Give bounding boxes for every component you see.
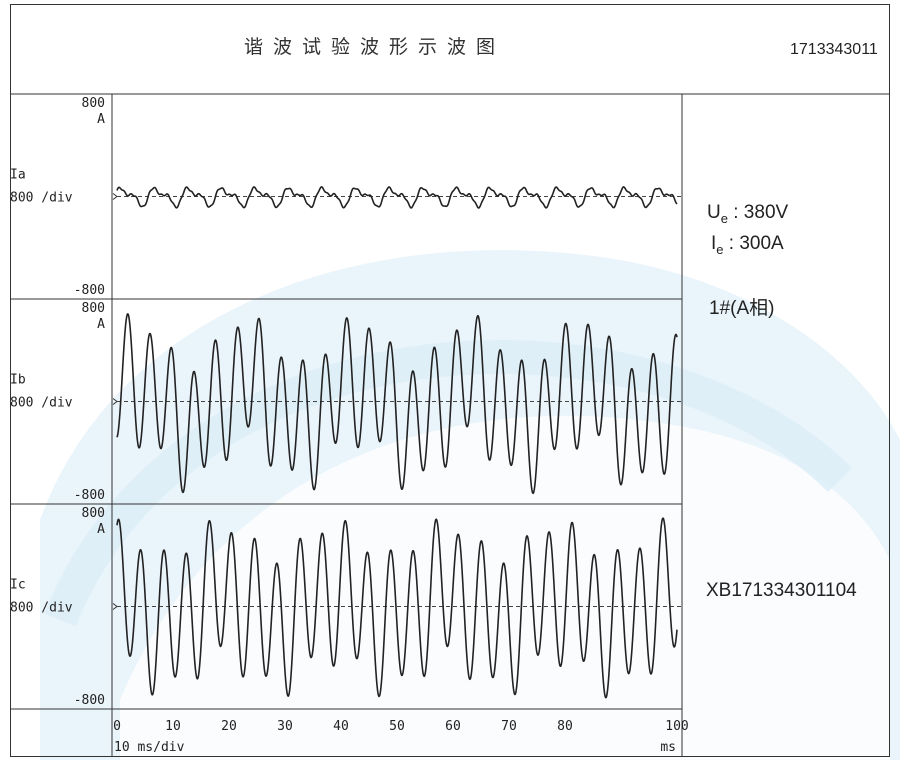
ia-y-bottom-label: -800: [74, 283, 105, 298]
ia-y-top-label: 800: [82, 96, 105, 111]
page-title: 谐波试验波形示波图: [244, 36, 506, 58]
x-tick-label-40: 40: [333, 719, 349, 734]
x-tick-label-10: 10: [165, 719, 181, 734]
ue-symbol: U: [707, 202, 721, 223]
report-number: 1713343011: [790, 41, 878, 58]
ia-channel-name: Ia: [10, 168, 26, 183]
ib-y-top-label: 800: [82, 301, 105, 316]
x-tick-label-80: 80: [557, 719, 573, 734]
ic-channel-name: Ic: [10, 578, 26, 593]
x-tick-label-70: 70: [501, 719, 517, 734]
x-tick-label-60: 60: [445, 719, 461, 734]
ue-value: : 380V: [727, 202, 789, 223]
rated-current: Ie : 300A: [711, 233, 784, 257]
ib-waveform: [116, 313, 678, 495]
ia-waveform: [116, 186, 678, 209]
x-tick-label-20: 20: [221, 719, 237, 734]
oscillogram-sheet: [10, 4, 890, 757]
ib-channel-name: Ib: [10, 373, 26, 388]
ie-subscript: e: [716, 241, 724, 257]
ue-subscript: e: [720, 210, 728, 226]
ic-waveform: [116, 517, 678, 699]
phase-label: 1#(A相): [709, 298, 775, 319]
ic-zero-marker: [112, 603, 118, 610]
ie-symbol: I: [711, 233, 717, 254]
x-tick-label-0: 0: [113, 719, 121, 734]
serial-number: XB171334301104: [706, 580, 857, 601]
ib-scale-label: 800 /div: [10, 396, 73, 411]
x-tick-label-100: 100: [665, 719, 688, 734]
ib-y-bottom-label: -800: [74, 488, 105, 503]
ie-value: : 300A: [723, 233, 784, 254]
rated-voltage: Ue : 380V: [707, 202, 788, 226]
ic-scale-label: 800 /div: [10, 601, 73, 616]
x-scale-label: 10 ms/div: [114, 740, 185, 755]
x-tick-label-30: 30: [277, 719, 293, 734]
ia-y-unit-label: A: [97, 112, 105, 127]
ic-y-bottom-label: -800: [74, 693, 105, 708]
ic-y-top-label: 800: [82, 506, 105, 521]
ib-zero-marker: [112, 398, 118, 405]
ia-zero-marker: [112, 193, 118, 200]
ib-y-unit-label: A: [97, 317, 105, 332]
x-tick-label-50: 50: [389, 719, 405, 734]
ic-y-unit-label: A: [97, 522, 105, 537]
ia-scale-label: 800 /div: [10, 191, 73, 206]
x-unit-label: ms: [660, 740, 676, 755]
